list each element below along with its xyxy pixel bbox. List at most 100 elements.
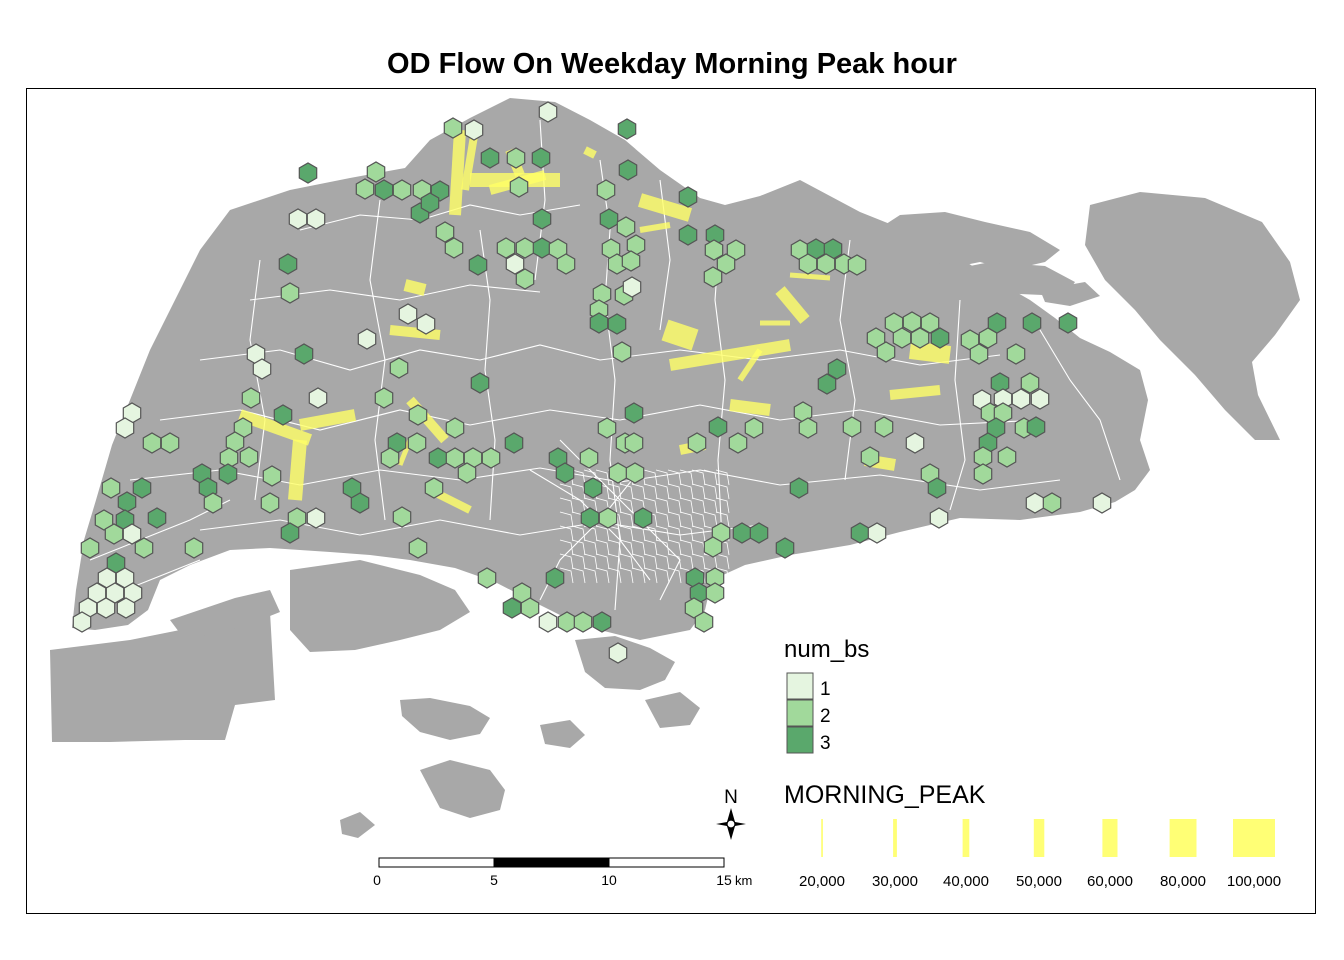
bus-stop-hexagon xyxy=(545,567,565,589)
bus-stop-hexagon xyxy=(218,463,238,485)
bus-stop-hexagon xyxy=(920,312,940,334)
subzone-border-line xyxy=(571,497,586,514)
bus-stop-hexagon xyxy=(389,357,409,379)
bus-stop-hexagon xyxy=(905,432,925,454)
bus-stop-hexagon xyxy=(1025,492,1045,514)
subzone-border-line xyxy=(559,511,574,528)
northeast-landmass xyxy=(880,212,1060,270)
morning-peak-legend-swatch xyxy=(821,819,823,857)
southern-island-4 xyxy=(645,692,700,728)
bus-stop-hexagon xyxy=(116,597,136,619)
subzone-border-line xyxy=(643,539,658,556)
bus-stop-hexagon xyxy=(1058,312,1078,334)
subzone-border-line xyxy=(715,483,730,500)
bus-stop-hexagon xyxy=(616,216,636,238)
morning-peak-legend-label: 60,000 xyxy=(1087,873,1133,890)
bus-stop-hexagon xyxy=(633,507,653,529)
morning-peak-legend-title: MORNING_PEAK xyxy=(784,781,986,809)
od-flow-line xyxy=(237,409,313,446)
subzone-border-line xyxy=(679,497,694,514)
ubin-island-2 xyxy=(1040,282,1100,306)
bus-stop-hexagon xyxy=(596,179,616,201)
bus-stop-hexagon xyxy=(579,447,599,469)
subzone-border-line xyxy=(715,511,730,528)
bus-stop-hexagon xyxy=(408,404,428,426)
morning-peak-legend-swatch xyxy=(962,819,970,857)
num-bs-legend-swatch-2 xyxy=(786,699,814,727)
subzone-border-line xyxy=(619,525,634,542)
bus-stop-hexagon xyxy=(532,208,552,230)
bus-stop-hexagon xyxy=(392,179,412,201)
subzone-border-line xyxy=(571,567,586,584)
bus-stop-hexagon xyxy=(1026,416,1046,438)
bus-stop-hexagon xyxy=(531,147,551,169)
scale-tick-15: 15 xyxy=(716,872,732,888)
bus-stop-hexagon xyxy=(122,523,142,545)
bus-stop-hexagon xyxy=(457,462,477,484)
bus-stop-hexagon xyxy=(468,254,488,276)
morning-peak-legend-swatch xyxy=(1169,819,1197,857)
bus-stop-hexagon xyxy=(929,507,949,529)
subzone-border-line xyxy=(667,525,682,542)
subzone-border-line xyxy=(655,483,670,500)
north-arrow-icon: N xyxy=(716,787,746,840)
morning-peak-legend-label: 40,000 xyxy=(943,873,989,890)
subzone-border-line xyxy=(595,469,610,486)
bus-stop-hexagon xyxy=(504,432,524,454)
subzone-border-line xyxy=(583,553,598,570)
bus-stop-hexagon xyxy=(608,642,628,664)
bus-stop-hexagon xyxy=(775,537,795,559)
bus-stop-hexagon xyxy=(308,387,328,409)
bus-stop-hexagon xyxy=(592,283,612,305)
subzone-border-line xyxy=(559,567,574,584)
bus-stop-hexagon xyxy=(990,372,1010,394)
bus-stop-hexagon xyxy=(1042,492,1062,514)
subzone-border-line xyxy=(643,567,658,584)
num-bs-legend-label-2: 2 xyxy=(820,706,831,727)
bus-stop-hexagon xyxy=(444,237,464,259)
subzone-border-line xyxy=(595,525,610,542)
bus-stop-hexagon xyxy=(298,162,318,184)
od-flow-line xyxy=(729,399,771,416)
subzone-border-line xyxy=(691,525,706,542)
bus-stop-hexagon xyxy=(556,253,576,275)
bus-stop-hexagon xyxy=(997,446,1017,468)
map-title: OD Flow On Weekday Morning Peak hour xyxy=(387,48,957,80)
morning-peak-legend-swatch xyxy=(893,819,897,857)
subzone-border-line xyxy=(691,497,706,514)
subzone-border-line xyxy=(249,284,541,301)
bus-stop-hexagon xyxy=(357,328,377,350)
subzone-border-line xyxy=(571,553,586,570)
subzone-border-line xyxy=(691,553,706,570)
bus-stop-hexagon xyxy=(115,417,135,439)
bus-stop-hexagon xyxy=(184,537,204,559)
subzone-border-line xyxy=(595,539,610,556)
bus-stop-hexagon xyxy=(398,303,418,325)
subzone-border-line xyxy=(619,511,634,528)
bus-stop-hexagon xyxy=(374,387,394,409)
subzone-border-line xyxy=(715,469,730,486)
bus-stop-hexagon xyxy=(80,537,100,559)
od-flow-line xyxy=(389,325,441,340)
od-flow-line xyxy=(288,439,307,501)
subzone-border-line xyxy=(655,469,670,486)
bus-stop-hexagon xyxy=(1092,492,1112,514)
bus-stop-hexagon xyxy=(622,276,642,298)
bus-stop-hexagon xyxy=(927,477,947,499)
bus-stop-hexagon xyxy=(789,477,809,499)
bus-stop-hexagon xyxy=(847,254,867,276)
bus-stop-hexagon xyxy=(506,147,526,169)
subzone-border-line xyxy=(559,525,574,542)
subzone-border-line xyxy=(715,567,730,584)
subzone-border-line xyxy=(129,467,1061,491)
subzone-border-line xyxy=(679,483,694,500)
bus-stop-hexagon xyxy=(203,492,223,514)
bus-stop-hexagon xyxy=(147,507,167,529)
bus-stop-hexagon xyxy=(477,567,497,589)
subzone-border-line xyxy=(655,511,670,528)
od-flow-line xyxy=(403,279,427,296)
bus-stop-hexagon xyxy=(892,327,912,349)
subzone-border-line xyxy=(679,525,694,542)
num-bs-legend-label-1: 1 xyxy=(820,679,831,700)
sentosa-island xyxy=(575,636,675,690)
